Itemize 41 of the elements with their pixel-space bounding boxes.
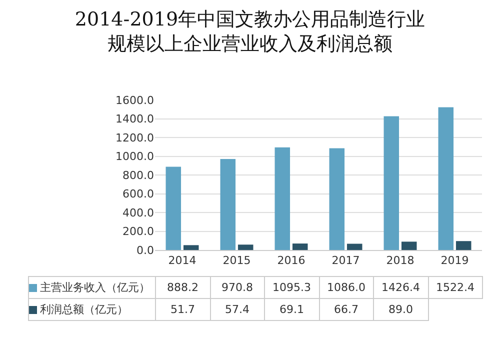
y-tick-label: 800.0 (122, 168, 154, 182)
y-tick-label: 400.0 (122, 206, 154, 220)
chart-title: 2014-2019年中国文教办公用品制造行业规模以上企业营业收入及利润总额 (74, 8, 426, 56)
data-label: 1522.4 (428, 276, 482, 298)
x-tick-label: 2017 (332, 254, 360, 268)
y-tick-label: 1400.0 (116, 112, 154, 126)
legend-label: 主营业务收入（亿元） (40, 281, 150, 294)
y-tick-label: 1600.0 (116, 94, 154, 107)
data-label: 57.4 (210, 298, 264, 320)
x-tick-label: 2014 (168, 254, 196, 268)
bar (346, 244, 362, 250)
x-tick-label: 2015 (222, 254, 251, 268)
y-tick-label: 600.0 (122, 188, 154, 201)
data-label: 1086.0 (319, 276, 374, 298)
data-label: 51.7 (156, 298, 210, 320)
x-tick-label: 2016 (277, 254, 306, 268)
bar (329, 148, 345, 250)
y-tick-label: 200.0 (122, 225, 154, 238)
bar (238, 244, 254, 250)
bar (183, 245, 199, 250)
data-label: 970.8 (210, 276, 264, 298)
data-label: 66.7 (319, 298, 374, 320)
data-label: 888.2 (156, 276, 210, 298)
x-tick-label: 2018 (386, 254, 414, 268)
bar (438, 107, 454, 250)
y-tick-label: 1200.0 (116, 131, 154, 144)
bar (401, 242, 417, 250)
data-label: 89.0 (374, 298, 428, 320)
x-tick-label: 2019 (440, 254, 469, 268)
legend-label: 利润总额（亿元） (40, 303, 128, 316)
data-label: 1095.3 (264, 276, 319, 298)
data-label: 1426.4 (374, 276, 428, 298)
bar (220, 158, 236, 250)
bar (166, 166, 182, 250)
bar (274, 147, 290, 250)
bar (384, 116, 400, 250)
bar (292, 244, 308, 250)
bar (456, 241, 472, 250)
data-label: 69.1 (264, 298, 319, 320)
y-tick-label: 0.0 (136, 244, 154, 257)
y-tick-label: 1000.0 (116, 150, 154, 164)
